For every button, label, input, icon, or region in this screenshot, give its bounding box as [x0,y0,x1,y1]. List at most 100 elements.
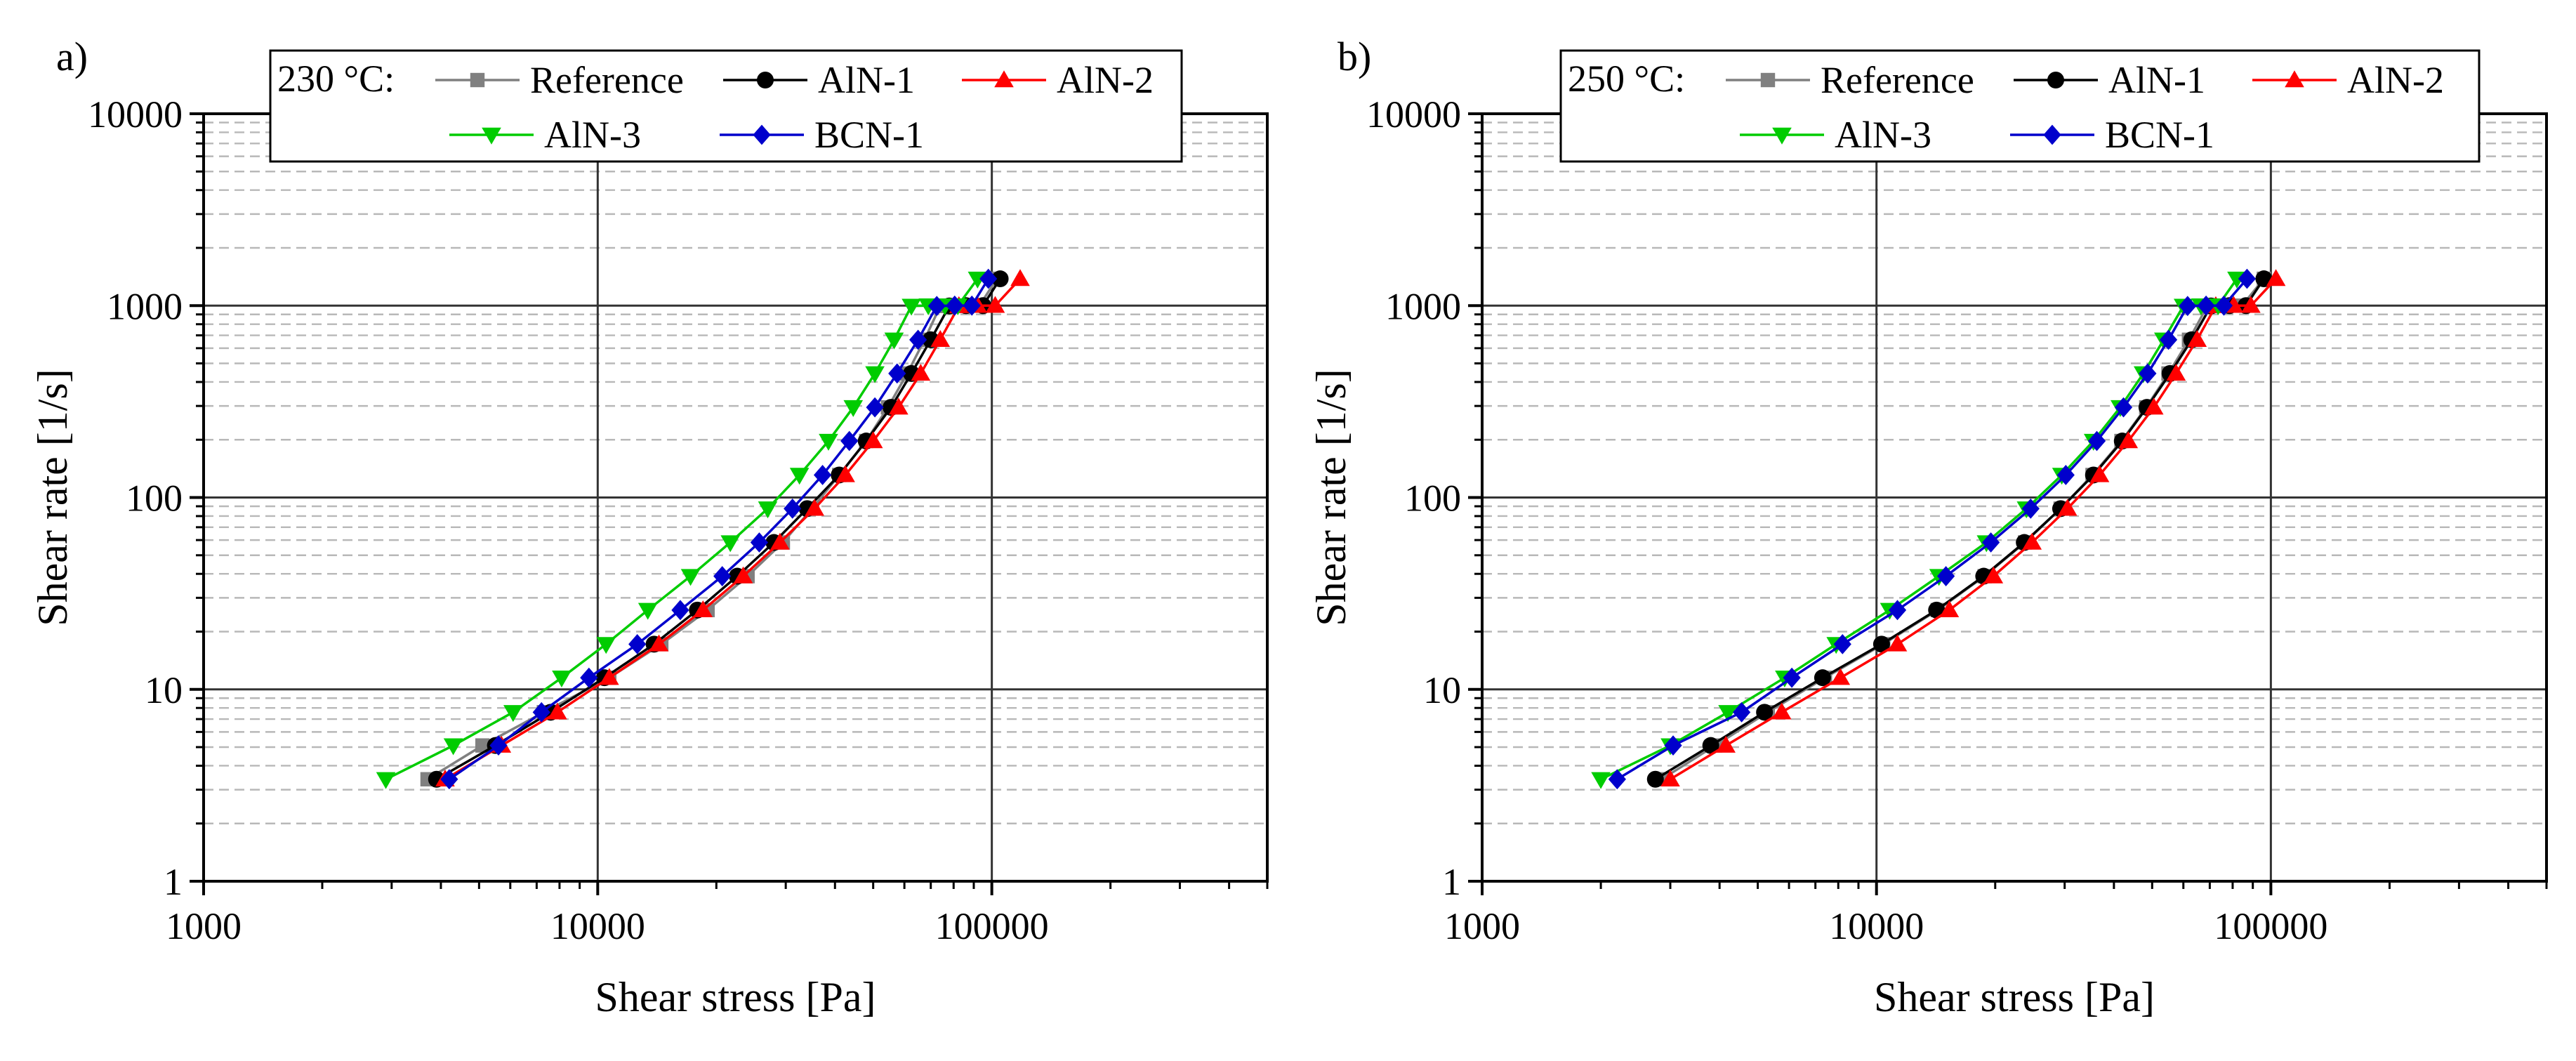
chart-panel-b: 1 10 100 1000 10000 1000 10000 100000 Shear stre… [1308,34,2548,1020]
data-point [1937,566,1955,586]
data-point [888,363,906,384]
data-point [680,569,701,586]
series-AlN-3 [1591,271,2247,789]
data-point [1010,269,1030,286]
data-point [489,735,508,756]
data-point [770,532,790,550]
data-point [628,633,647,654]
data-point [1664,735,1682,756]
data-point [805,499,824,516]
data-point [2114,397,2133,418]
x-axis-label: Shear stress [Pa] [595,974,876,1020]
data-point [1983,566,2004,584]
data-point [1660,769,1680,786]
data-point [991,270,1009,288]
legend-marker [2047,72,2064,88]
data-point [1830,668,1851,685]
x-axis-label: Shear stress [Pa] [1874,974,2155,1020]
legend-title: 230 °C: [277,58,395,100]
y-tick-label: 10 [145,669,183,711]
series-line [1616,277,2248,781]
data-point [979,268,998,289]
data-point [2057,499,2078,516]
legend-marker [757,72,774,88]
data-point [1887,634,1908,652]
data-point [813,465,832,485]
data-point [863,431,883,449]
legend-marker [2285,70,2304,88]
y-axis-label: Shear rate [1/s] [1308,369,1354,626]
data-point [548,702,567,720]
data-point [784,498,802,519]
data-point [1733,701,1751,723]
data-point [1771,702,1792,720]
chart-panel-a: 1 10 100 1000 10000 1000 10000 100000 Shear stre… [29,34,1269,1020]
data-point [2214,295,2233,316]
data-point [503,705,523,723]
y-tick-label: 1000 [1385,285,1461,327]
data-point [600,668,619,685]
series-BCN-1 [440,268,998,790]
data-point [2089,465,2110,482]
legend-marker [994,70,1014,88]
panel-label: a) [56,34,88,79]
legend-marker [1772,127,1792,145]
data-point [946,295,964,316]
legend-entry-BCN-1: BCN-1 [720,114,924,156]
data-point [2159,329,2178,350]
legend-entry-Reference: Reference [435,59,684,101]
data-point [758,501,778,519]
legend-label: AlN-2 [1057,59,1154,101]
data-point [2197,295,2215,316]
data-point [2118,431,2139,449]
legend-entry-AlN-3: AlN-3 [449,114,641,156]
data-point [1982,532,2000,553]
data-point [693,600,713,618]
data-point [443,738,463,756]
data-point [889,397,909,415]
data-point [1646,770,1664,788]
series-line [444,277,1022,781]
y-tick-label: 1 [1442,861,1461,903]
data-point [720,535,740,553]
legend-entry-AlN-2: AlN-2 [2252,59,2444,101]
data-point [840,430,859,452]
legend-box [269,49,1183,163]
legend-label: AlN-3 [544,114,641,156]
y-tick-label: 10000 [1366,93,1461,136]
data-point [1702,737,1719,754]
legend-title: 250 °C: [1568,58,1685,100]
x-tick-label: 100000 [935,905,1049,947]
data-point [1608,769,1626,790]
data-point [376,772,396,789]
legend-marker [753,124,771,145]
x-tick-label: 10000 [550,905,645,947]
data-point [733,566,753,584]
data-point [1814,669,1831,687]
data-point [2144,397,2164,415]
legend-label: Reference [530,59,684,101]
data-point [2022,532,2042,550]
legend-box [1559,49,2481,163]
legend-label: BCN-1 [814,114,924,156]
legend-label: AlN-3 [1835,114,1931,156]
data-point [1783,667,1801,688]
data-point [2187,330,2207,348]
legend-entry-AlN-1: AlN-1 [723,59,915,101]
legend-marker [470,72,485,88]
x-tick-label: 1000 [1444,905,1520,947]
data-point [865,366,885,383]
legend-label: AlN-1 [2108,59,2205,101]
series-line [426,278,998,781]
data-point [1872,635,1890,653]
data-point [1939,600,1960,618]
data-point [671,600,689,621]
data-point [552,670,572,687]
data-point [1716,735,1736,753]
y-tick-label: 100 [126,477,183,520]
y-tick-label: 100 [1404,477,1461,520]
series-BCN-1 [1608,268,2257,790]
data-point [901,298,921,316]
data-point [819,433,838,451]
y-tick-label: 10000 [88,93,183,136]
